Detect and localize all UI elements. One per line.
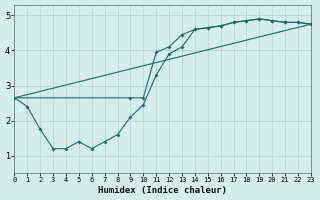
X-axis label: Humidex (Indice chaleur): Humidex (Indice chaleur) (98, 186, 227, 195)
